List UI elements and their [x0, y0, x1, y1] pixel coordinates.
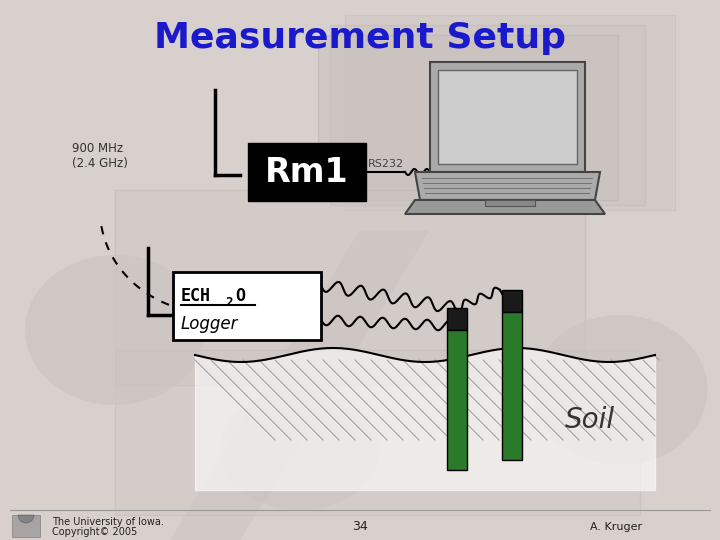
- Wedge shape: [18, 515, 34, 523]
- Bar: [430, 62, 585, 172]
- Bar: [115, 190, 585, 385]
- Bar: [502, 312, 522, 460]
- Bar: [12, 515, 40, 537]
- Bar: [438, 70, 577, 164]
- Text: The University of Iowa.: The University of Iowa.: [52, 517, 164, 527]
- Text: Rm1: Rm1: [265, 156, 348, 188]
- Text: Logger: Logger: [181, 315, 238, 333]
- Bar: [345, 15, 675, 210]
- Text: 900 MHz: 900 MHz: [72, 141, 123, 154]
- Bar: [502, 290, 522, 312]
- Text: ECH: ECH: [181, 287, 211, 305]
- Bar: [330, 25, 645, 205]
- Ellipse shape: [533, 315, 708, 465]
- Text: (2.4 GHz): (2.4 GHz): [72, 157, 128, 170]
- Bar: [248, 143, 366, 201]
- Polygon shape: [415, 172, 600, 200]
- Polygon shape: [170, 230, 430, 540]
- Text: Measurement Setup: Measurement Setup: [154, 21, 566, 55]
- Bar: [115, 350, 640, 515]
- Text: Copyright© 2005: Copyright© 2005: [52, 527, 138, 537]
- Bar: [485, 200, 535, 206]
- Polygon shape: [405, 200, 605, 214]
- Text: O: O: [235, 287, 245, 305]
- Text: RS232: RS232: [368, 159, 404, 169]
- Text: Soil: Soil: [565, 406, 615, 434]
- Ellipse shape: [220, 390, 380, 510]
- Text: 2: 2: [225, 295, 233, 308]
- Text: A. Kruger: A. Kruger: [590, 522, 642, 532]
- Ellipse shape: [25, 255, 205, 405]
- Bar: [318, 35, 618, 200]
- Text: 34: 34: [352, 521, 368, 534]
- Bar: [447, 308, 467, 330]
- Bar: [173, 272, 321, 340]
- Bar: [447, 330, 467, 470]
